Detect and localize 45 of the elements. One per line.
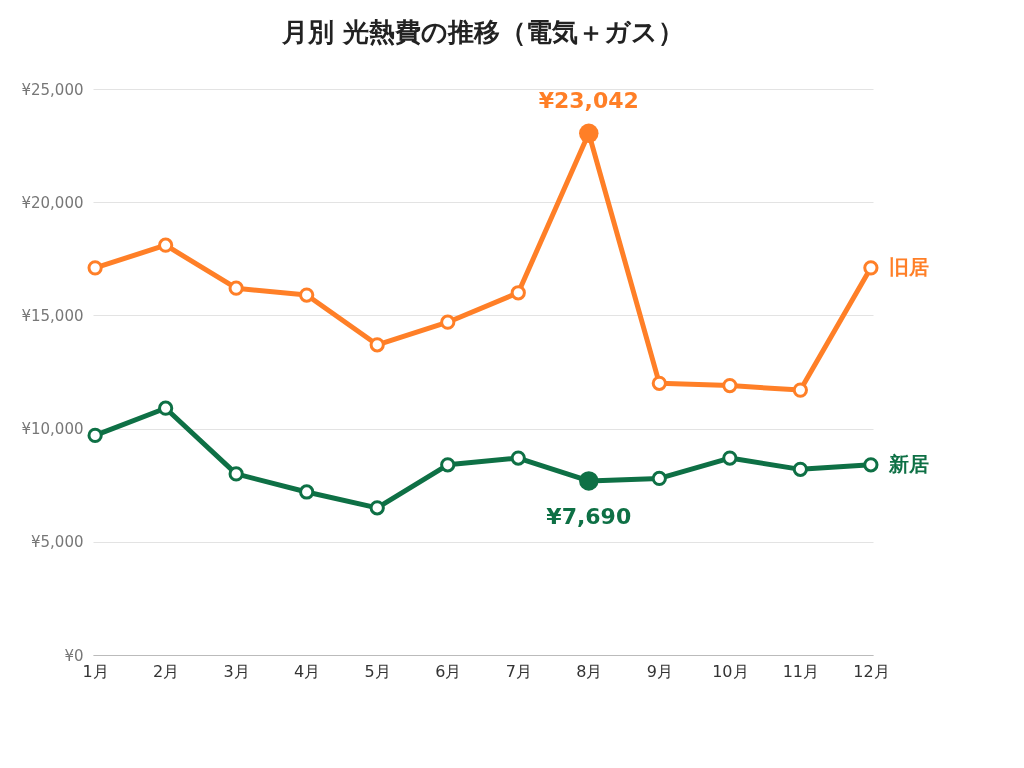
y-tick-label: ¥5,000 [31, 533, 84, 552]
y-tick-label: ¥20,000 [21, 193, 84, 212]
series-label: 旧居 [888, 254, 929, 279]
x-tick-label: 1月 [82, 661, 109, 681]
point [792, 461, 808, 477]
x-tick-label: 6月 [435, 661, 462, 681]
x-tick-label: 5月 [364, 661, 391, 681]
point [299, 287, 315, 303]
y-tick-label: ¥15,000 [21, 306, 84, 325]
point [863, 457, 879, 473]
point [158, 400, 174, 416]
x-tick-label: 4月 [294, 661, 321, 681]
point [863, 260, 879, 276]
point [722, 450, 738, 466]
point [651, 375, 667, 391]
x-tick-label: 7月 [505, 661, 532, 681]
point [440, 314, 456, 330]
point [369, 337, 385, 353]
point [792, 382, 808, 398]
x-tick-label: 10月 [712, 661, 749, 681]
annotation: ¥23,042 [538, 88, 639, 114]
y-tick-label: ¥10,000 [21, 420, 84, 439]
x-tick-label: 2月 [153, 661, 180, 681]
point [510, 450, 526, 466]
point [722, 377, 738, 394]
point [87, 427, 103, 443]
point [299, 484, 315, 500]
point [87, 260, 103, 276]
point [440, 457, 456, 473]
annotation: ¥7,690 [546, 503, 632, 529]
y-tick-label: ¥25,000 [21, 80, 84, 99]
x-tick-label: 3月 [223, 661, 250, 681]
point [369, 500, 385, 516]
x-tick-label: 9月 [646, 661, 673, 681]
y-tick-label: ¥0 [64, 646, 84, 665]
series-label: 新居 [887, 451, 929, 476]
x-tick-label: 8月 [576, 661, 603, 681]
point [510, 285, 526, 301]
x-tick-label: 11月 [782, 661, 820, 681]
point [158, 237, 174, 253]
point [228, 280, 244, 296]
x-tick-label: 12月 [853, 661, 890, 681]
chart-title: 月別 光熱費の推移（電気＋ガス） [280, 17, 685, 47]
point [651, 470, 667, 487]
point [228, 466, 244, 482]
